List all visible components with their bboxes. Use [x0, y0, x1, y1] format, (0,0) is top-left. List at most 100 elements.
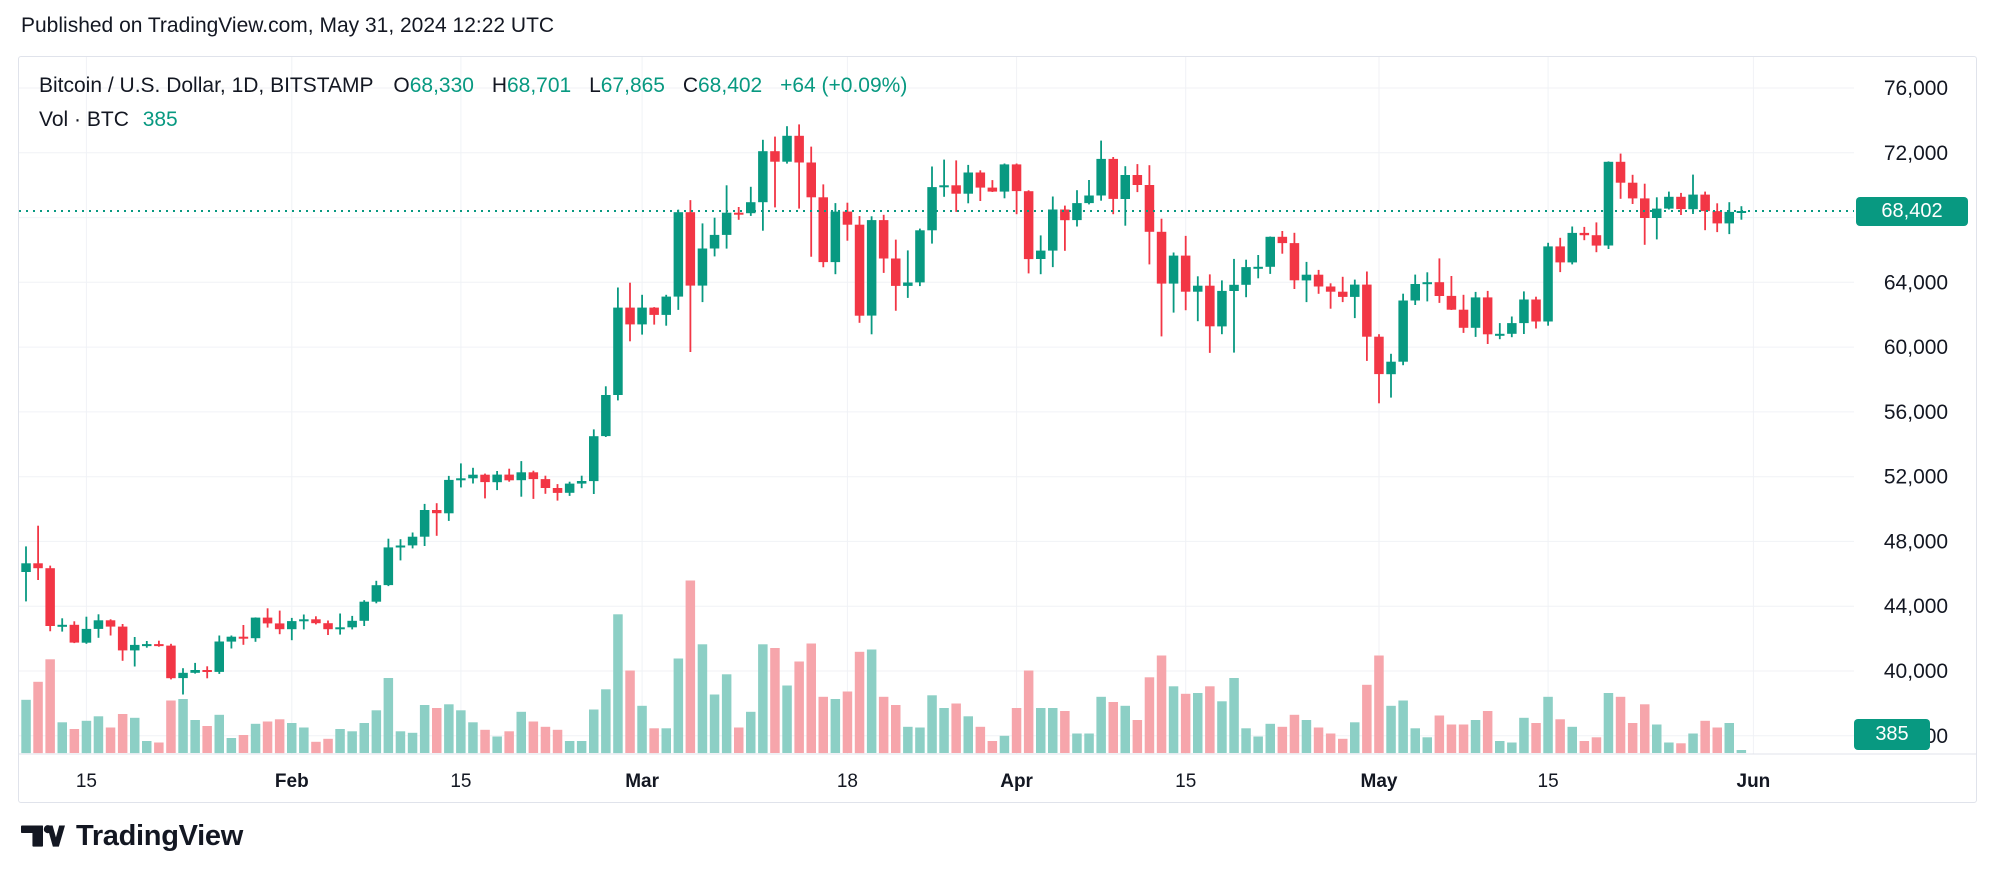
volume-bar: [613, 614, 623, 754]
volume-bar: [1724, 723, 1734, 753]
volume-bar: [287, 723, 297, 753]
candle-body: [214, 641, 224, 672]
volume-bar: [190, 720, 200, 753]
candle-body: [1229, 284, 1239, 291]
candle-body: [1422, 282, 1432, 285]
candle-body: [589, 436, 599, 482]
price-tick-label[interactable]: 40,000: [1884, 660, 1948, 683]
volume-bar: [661, 728, 671, 754]
volume-bar: [1434, 715, 1445, 753]
volume-bar: [963, 716, 973, 754]
price-tick-label[interactable]: 44,000: [1884, 595, 1948, 618]
candle-body: [1023, 191, 1034, 260]
candle-body: [1132, 175, 1143, 185]
candle-body: [1640, 198, 1650, 218]
price-tick-label[interactable]: 64,000: [1884, 271, 1948, 294]
volume-bar: [105, 727, 116, 753]
candle-body: [927, 187, 937, 231]
volume-bar: [142, 741, 152, 753]
volume-bar: [1156, 655, 1167, 753]
candle-body: [661, 296, 671, 315]
time-tick-label[interactable]: Mar: [625, 771, 659, 792]
price-tick-label[interactable]: 72,000: [1884, 142, 1948, 165]
candle-body: [1084, 195, 1094, 204]
volume-bar: [299, 727, 309, 753]
candle-body: [1374, 336, 1384, 375]
volume-bar: [854, 651, 865, 754]
time-tick-label[interactable]: 15: [76, 771, 97, 792]
volume-bar: [1011, 708, 1022, 753]
time-tick-label[interactable]: 15: [1175, 771, 1196, 792]
price-tick-label[interactable]: 52,000: [1884, 466, 1948, 489]
volume-bar: [1301, 720, 1312, 753]
volume-bar: [1338, 738, 1348, 754]
footer-brand-link[interactable]: TradingView: [21, 820, 243, 853]
candle-body: [866, 220, 877, 316]
candle-body: [1712, 211, 1722, 224]
price-tick-label[interactable]: 56,000: [1884, 401, 1948, 424]
candle-body: [770, 151, 780, 162]
candle-body: [1289, 243, 1300, 281]
close-value: 68,402: [698, 74, 763, 97]
volume-bar: [1217, 701, 1227, 753]
volume-bar: [419, 705, 430, 753]
time-tick-label[interactable]: 15: [1538, 771, 1559, 792]
close-label: C: [682, 74, 698, 97]
volume-bar: [589, 709, 599, 753]
candle-body: [685, 212, 696, 286]
volume-bar: [1072, 733, 1082, 753]
candle-body: [1120, 175, 1130, 199]
volume-bar: [492, 736, 502, 753]
candle-body: [178, 672, 188, 679]
price-tick-label[interactable]: 60,000: [1884, 336, 1948, 359]
time-tick-label[interactable]: Jun: [1737, 771, 1771, 792]
candle-body: [951, 185, 961, 194]
candle-body: [492, 474, 502, 483]
candle-body: [1434, 282, 1445, 296]
chart-canvas[interactable]: 76,000 72,000 64,000 60,000 56,000 52,000 48,0…: [19, 57, 1976, 802]
candle-body: [33, 563, 43, 569]
candle-body: [746, 202, 756, 214]
time-tick-label[interactable]: 18: [837, 771, 858, 792]
candle-body: [359, 601, 369, 621]
time-tick-label[interactable]: 15: [450, 771, 471, 792]
volume-bar: [504, 731, 514, 754]
candle-body: [142, 644, 152, 647]
volume-bar: [1470, 720, 1481, 753]
volume-bar: [927, 695, 937, 754]
candle-body: [830, 211, 841, 263]
volume-bar: [323, 738, 333, 754]
candle-body: [1507, 323, 1517, 334]
time-tick-label[interactable]: May: [1361, 771, 1398, 792]
price-tick-label[interactable]: 76,000: [1884, 77, 1948, 100]
candle-body: [1470, 297, 1481, 328]
change-value: +64 (+0.09%): [780, 74, 908, 97]
volume-bar: [1567, 726, 1577, 754]
price-tick-label[interactable]: 48,000: [1884, 530, 1948, 553]
time-tick-label[interactable]: Feb: [275, 771, 309, 792]
volume-bar: [33, 681, 43, 754]
volume-bar: [1325, 733, 1336, 753]
candle-body: [1362, 284, 1372, 337]
time-tick-label[interactable]: Apr: [1000, 771, 1033, 792]
candle-body: [238, 636, 249, 639]
tradingview-brand[interactable]: TradingView: [76, 820, 243, 852]
volume-bar: [359, 723, 369, 753]
candle-body: [1615, 161, 1626, 183]
volume-bar: [371, 710, 382, 754]
candle-body: [975, 172, 986, 188]
volume-bar: [1603, 693, 1614, 753]
volume-bar: [576, 741, 587, 753]
candle-body: [758, 151, 768, 203]
volume-bar: [552, 729, 563, 754]
volume-bar: [1060, 711, 1070, 753]
candle-body: [1277, 236, 1288, 244]
volume-bar: [1023, 670, 1034, 753]
volume-bar: [939, 708, 949, 753]
high-value: 68,701: [506, 74, 572, 97]
candle-body: [1519, 299, 1529, 324]
candle-body: [407, 536, 418, 546]
candle-body: [1180, 255, 1191, 292]
volume-bar: [468, 722, 478, 754]
volume-bar: [117, 714, 128, 753]
